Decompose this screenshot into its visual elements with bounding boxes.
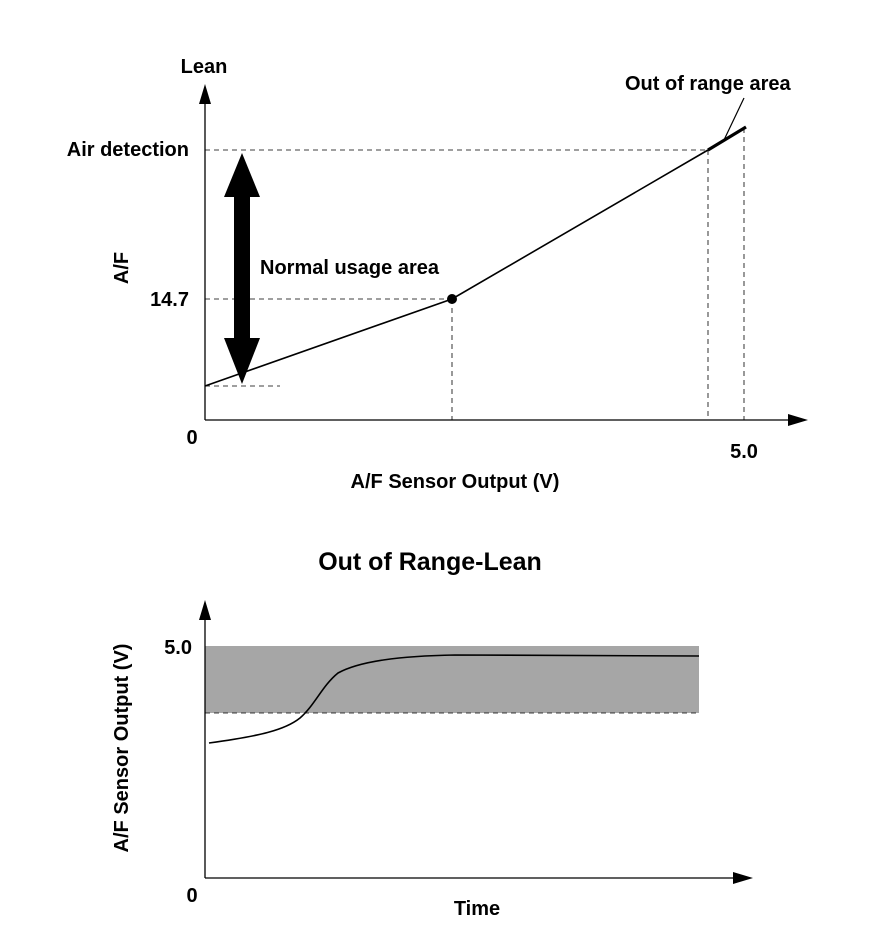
bottom-chart-title: Out of Range-Lean — [318, 548, 542, 576]
top-x-axis-label: A/F Sensor Output (V) — [351, 471, 560, 493]
out-of-range-band — [205, 646, 699, 713]
normal-usage-double-arrow — [224, 153, 260, 384]
normal-usage-label: Normal usage area — [260, 257, 440, 279]
out-of-range-leader — [723, 97, 745, 141]
top-y-axis-label: A/F — [111, 252, 133, 284]
bottom-x-axis-arrow — [733, 872, 753, 884]
sensor-output-curve — [208, 654, 700, 744]
lean-label: Lean — [181, 56, 228, 78]
bottom-chart: Out of Range-Lean 5.0 0 A/F Sensor Outpu… — [111, 548, 753, 920]
top-x-tick-5: 5.0 — [730, 441, 758, 463]
bottom-origin-label: 0 — [186, 885, 197, 907]
top-x-axis-arrow — [788, 414, 808, 426]
top-chart: Lean Air detection 14.7 A/F 0 5.0 A/F Se… — [67, 56, 808, 493]
bottom-y-axis-arrow — [199, 600, 211, 620]
air-detection-label: Air detection — [67, 139, 189, 161]
top-y-axis-arrow — [199, 84, 211, 104]
bottom-y-axis-label: A/F Sensor Output (V) — [111, 644, 133, 853]
stoich-point — [447, 294, 457, 304]
af-147-label: 14.7 — [150, 289, 189, 311]
top-origin-label: 0 — [186, 427, 197, 449]
bottom-y-tick-5: 5.0 — [164, 637, 192, 659]
out-of-range-label: Out of range area — [625, 73, 791, 95]
out-of-range-segment — [707, 125, 747, 152]
bottom-x-axis-label: Time — [454, 898, 500, 920]
